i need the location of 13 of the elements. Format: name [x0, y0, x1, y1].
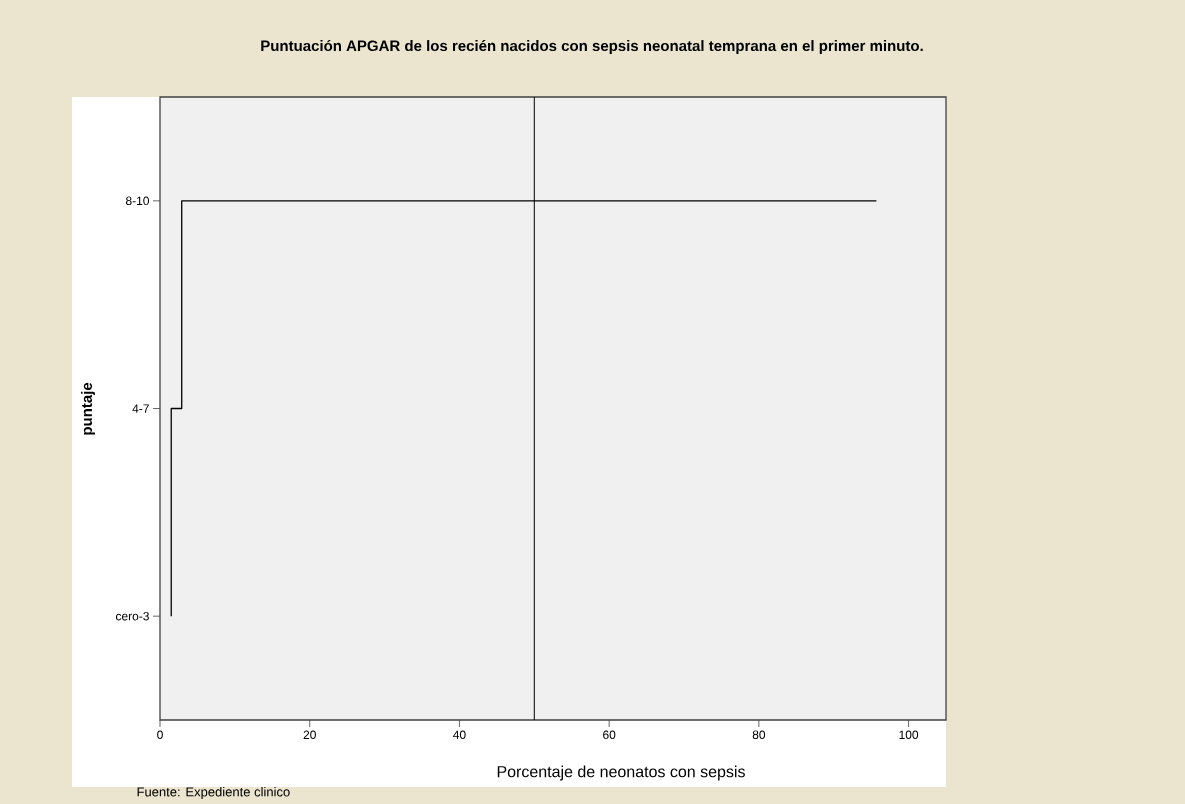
x-axis-title: Porcentaje de neonatos con sepsis [497, 765, 745, 781]
y-tick-label: cero-3 [115, 611, 149, 621]
x-tick-label: 0 [157, 730, 163, 740]
y-axis-title: puntaje [81, 382, 95, 435]
x-tick-label: 60 [603, 730, 616, 740]
x-tick-label: 40 [453, 730, 466, 740]
y-tick-label: 4-7 [132, 404, 149, 413]
source-note: Fuente: Expediente clinico [137, 786, 290, 800]
x-tick-label: 80 [752, 730, 766, 740]
x-tick-label: 100 [899, 730, 919, 740]
chart-title: Puntuación APGAR de los recién nacidos con sepsis neonatal temprana en el primer minuto. [261, 39, 923, 55]
x-tick-label: 20 [303, 730, 316, 740]
y-tick-label: 8-10 [125, 196, 150, 206]
